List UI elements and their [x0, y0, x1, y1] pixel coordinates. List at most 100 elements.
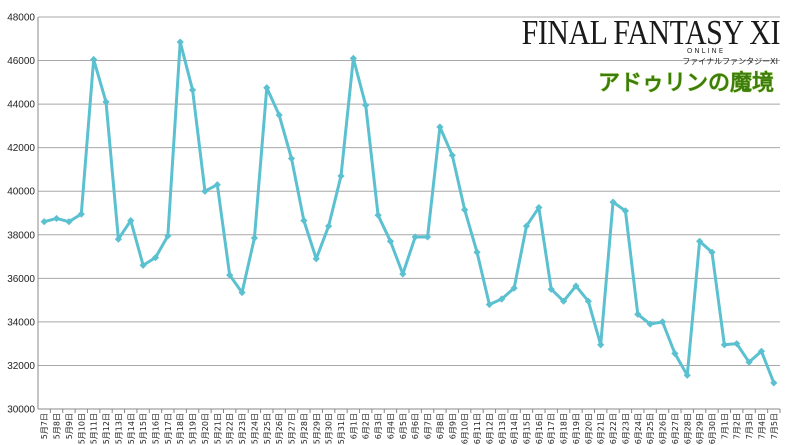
x-tick-label: 5月13日 [114, 413, 123, 444]
data-point [510, 284, 518, 292]
x-tick-label: 5月20日 [201, 413, 210, 444]
x-tick-label: 5月14日 [127, 413, 136, 444]
data-point [634, 310, 642, 318]
expansion-title: アドゥリンの魔境 [598, 70, 774, 96]
x-tick-label: 7月3日 [745, 413, 754, 439]
data-point [275, 111, 283, 119]
y-tick-label: 46000 [7, 56, 35, 67]
data-point [535, 203, 543, 212]
data-point [745, 358, 753, 366]
x-tick-label: 6月26日 [659, 413, 668, 444]
x-tick-label: 5月16日 [151, 413, 160, 444]
x-tick-label: 5月17日 [164, 413, 173, 444]
x-tick-label: 5月12日 [102, 413, 111, 444]
data-point [40, 218, 48, 226]
x-tick-label: 6月24日 [634, 413, 643, 444]
data-point [90, 55, 98, 64]
x-tick-label: 5月19日 [189, 413, 198, 444]
data-point [461, 206, 469, 214]
y-tick-label: 32000 [7, 361, 35, 372]
x-tick-label: 6月27日 [671, 413, 680, 444]
x-tick-label: 7月2日 [733, 413, 742, 439]
x-tick-label: 5月11日 [90, 413, 99, 444]
x-tick-label: 7月5日 [770, 413, 779, 439]
x-tick-label: 6月22日 [609, 413, 618, 444]
x-tick-label: 6月2日 [362, 413, 371, 439]
x-tick-label: 6月10日 [461, 413, 470, 444]
x-tick-label: 6月23日 [621, 413, 630, 444]
x-tick-label: 7月1日 [720, 413, 729, 439]
data-point [250, 234, 259, 242]
x-tick-label: 5月23日 [238, 413, 247, 444]
x-tick-label: 5月24日 [250, 413, 259, 444]
data-point [584, 297, 592, 305]
x-tick-label: 6月12日 [485, 413, 494, 444]
data-point [473, 248, 481, 256]
x-tick-label: 5月25日 [263, 413, 272, 444]
x-tick-label: 6月13日 [498, 413, 507, 444]
x-tick-label: 6月5日 [399, 413, 408, 439]
x-tick-label: 5月9日 [65, 413, 74, 439]
x-tick-label: 7月4日 [757, 413, 766, 439]
data-point [498, 295, 506, 303]
data-point [300, 217, 308, 225]
data-point [621, 207, 630, 215]
data-point [757, 347, 766, 355]
x-tick-label: 6月28日 [683, 413, 692, 444]
x-tick-label: 6月6日 [411, 413, 420, 439]
data-point [609, 198, 617, 206]
x-tick-label: 6月8日 [436, 413, 445, 439]
y-tick-label: 40000 [7, 187, 35, 198]
data-point [77, 210, 85, 218]
y-tick-label: 38000 [7, 230, 35, 241]
x-tick-label: 6月17日 [547, 413, 556, 444]
data-point [102, 98, 110, 106]
data-point [312, 255, 320, 263]
data-point [423, 233, 432, 241]
x-tick-label: 6月9日 [448, 413, 457, 439]
y-tick-label: 48000 [7, 13, 35, 24]
x-tick-label: 5月27日 [288, 413, 297, 444]
data-point [448, 151, 456, 159]
x-tick-label: 6月14日 [510, 413, 519, 444]
data-point [411, 233, 419, 241]
x-tick-label: 5月22日 [226, 413, 235, 444]
data-point [52, 214, 61, 223]
x-tick-label: 6月29日 [696, 413, 705, 444]
logo-kana: ファイナルファンタジーXI [682, 57, 778, 66]
x-tick-label: 5月8日 [53, 413, 62, 439]
data-point [547, 285, 555, 293]
data-point [683, 371, 691, 379]
y-tick-label: 36000 [7, 274, 35, 285]
data-point [238, 288, 246, 297]
data-point [362, 101, 370, 109]
data-point [733, 340, 741, 348]
y-tick-label: 42000 [7, 143, 35, 154]
x-axis-tick-labels: 5月7日 5月8日 5月9日 5月10日 5月11日 5月12日 5月13日 5月14日 5月1… [40, 409, 781, 444]
data-point [201, 187, 209, 195]
data-point [114, 235, 122, 243]
data-point [226, 271, 234, 279]
data-point [770, 379, 778, 387]
y-tick-label: 44000 [7, 100, 35, 111]
y-tick-label: 30000 [7, 405, 35, 416]
data-point [65, 218, 73, 226]
x-tick-label: 6月7日 [424, 413, 433, 439]
x-tick-label: 5月29日 [312, 413, 321, 444]
data-point [708, 248, 716, 256]
data-point [572, 282, 580, 290]
game-logo: FINAL FANTASY XI ONLINE ファイナルファンタジーXI アド… [522, 13, 781, 96]
data-point [399, 270, 407, 278]
data-point [720, 341, 728, 349]
data-point [436, 123, 444, 131]
gridlines [38, 16, 780, 366]
data-point [176, 38, 184, 46]
x-tick-label: 5月26日 [275, 413, 284, 444]
x-tick-label: 5月31日 [337, 413, 346, 444]
y-axis-tick-labels: 30000 32000 34000 36000 38000 40000 42000 44000… [7, 13, 35, 416]
data-point [658, 318, 667, 326]
x-tick-label: 6月3日 [374, 413, 383, 439]
logo-title: FINAL FANTASY XI [522, 13, 780, 51]
x-tick-label: 5月21日 [213, 413, 222, 444]
x-tick-label: 5月10日 [77, 413, 86, 444]
